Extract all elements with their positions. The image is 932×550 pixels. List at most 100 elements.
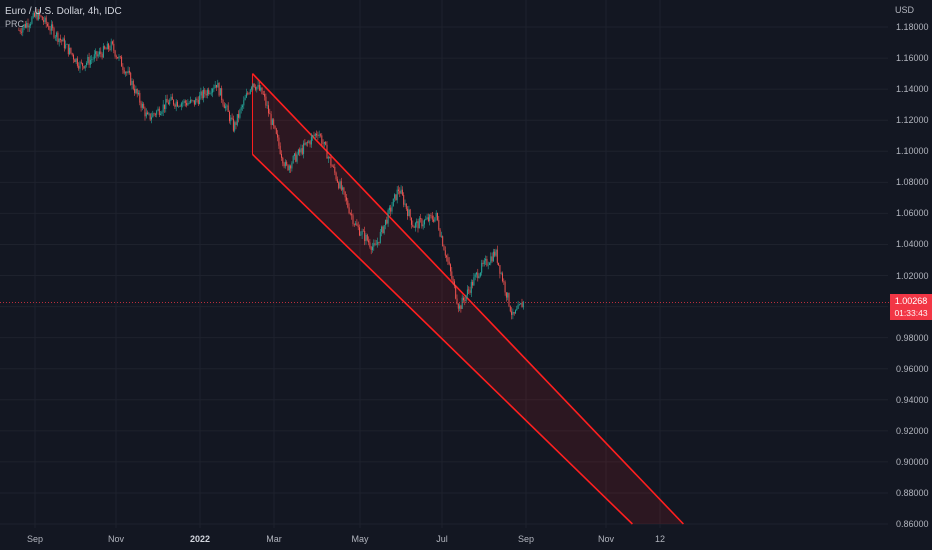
candle-body <box>378 241 380 243</box>
candle-body <box>509 306 511 312</box>
candle-body <box>154 114 156 115</box>
candle-body <box>305 142 307 145</box>
candle-body <box>358 227 360 236</box>
candle-body <box>395 194 397 201</box>
candle-body <box>314 133 316 136</box>
candle-body <box>391 206 393 212</box>
candle-body <box>238 114 240 118</box>
time-tick-label: Jul <box>436 534 448 544</box>
indicator-label[interactable]: PRC <box>5 19 25 29</box>
candle-body <box>149 113 151 120</box>
candle-body <box>264 94 266 97</box>
candle-body <box>286 161 288 165</box>
currency-label[interactable]: USD <box>895 5 915 15</box>
candle-body <box>319 134 321 136</box>
candle-body <box>130 72 132 86</box>
time-tick-label: 12 <box>654 534 666 544</box>
candle-body <box>494 251 496 256</box>
candle-body <box>293 153 295 156</box>
candle-body <box>59 38 61 40</box>
candle-body <box>76 58 78 66</box>
candle-body <box>235 122 237 125</box>
candle-body <box>401 189 403 195</box>
candle-body <box>141 103 143 108</box>
candle-body <box>101 54 103 58</box>
candle-body <box>317 135 319 136</box>
candle-body <box>400 189 402 194</box>
candle-body <box>140 102 142 108</box>
candle-body <box>500 273 502 275</box>
candle-body <box>62 38 64 42</box>
candle-body <box>327 156 329 159</box>
candle-body <box>290 165 292 169</box>
candle-body <box>219 88 221 96</box>
candle-body <box>409 209 411 218</box>
candle-body <box>160 113 162 115</box>
candle-body <box>89 59 91 65</box>
candle-body <box>334 166 336 173</box>
candle-body <box>429 214 431 222</box>
candle-body <box>37 11 39 20</box>
candle-body <box>444 250 446 256</box>
candle-body <box>433 219 435 222</box>
candle-body <box>292 155 294 164</box>
candle-body <box>491 256 493 262</box>
candle-body <box>201 91 203 99</box>
candle-body <box>475 272 477 275</box>
candle-body <box>139 92 141 103</box>
candle-body <box>388 207 390 211</box>
candle-body <box>69 47 71 55</box>
candle-body <box>326 144 328 159</box>
symbol-title[interactable]: Euro / U.S. Dollar, 4h, IDC <box>5 6 122 17</box>
candle-body <box>312 135 314 137</box>
candle-body <box>121 56 123 67</box>
candle-body <box>200 91 202 96</box>
candle-body <box>461 297 463 309</box>
candle-body <box>383 225 385 234</box>
candle-body <box>455 285 457 299</box>
candle-body <box>503 281 505 282</box>
candle-body <box>300 148 302 153</box>
candle-body <box>252 83 254 88</box>
candle-body <box>256 86 258 90</box>
price-tick-label: 0.88000 <box>896 487 929 498</box>
candle-body <box>223 104 225 109</box>
candle-body <box>270 114 272 125</box>
candle-body <box>254 87 256 90</box>
candle-body <box>131 80 133 86</box>
candle-body <box>71 53 73 55</box>
candle-body <box>381 226 383 233</box>
candle-body <box>408 209 410 217</box>
candle-body <box>386 219 388 224</box>
candle-body <box>118 56 120 59</box>
candle-body <box>241 105 243 108</box>
candle-body <box>248 93 250 95</box>
price-tick-label: 1.10000 <box>896 146 929 157</box>
candle-body <box>36 13 38 20</box>
candle-body <box>262 93 264 95</box>
price-tick-label: 0.98000 <box>896 332 929 343</box>
time-tick-label: 2022 <box>189 534 211 544</box>
candle-body <box>49 29 51 31</box>
candle-body <box>446 255 448 258</box>
candle-body <box>371 246 373 251</box>
candle-body <box>75 58 77 63</box>
candle-body <box>457 304 459 309</box>
candle-body <box>27 23 29 28</box>
candle-body <box>451 271 453 279</box>
candle-body <box>78 65 80 69</box>
price-tick-label: 1.08000 <box>896 177 929 188</box>
candle-body <box>329 156 331 158</box>
price-tick-label: 0.96000 <box>896 363 929 374</box>
channel-lower-line <box>251 153 633 525</box>
candle-body <box>375 244 377 246</box>
candle-body <box>67 44 69 55</box>
candle-body <box>208 89 210 95</box>
candle-body <box>180 103 182 107</box>
candle-body <box>122 66 124 70</box>
candle-body <box>434 217 436 222</box>
price-tick-label: 1.14000 <box>896 84 929 95</box>
candle-body <box>18 30 20 31</box>
candle-body <box>74 59 76 63</box>
